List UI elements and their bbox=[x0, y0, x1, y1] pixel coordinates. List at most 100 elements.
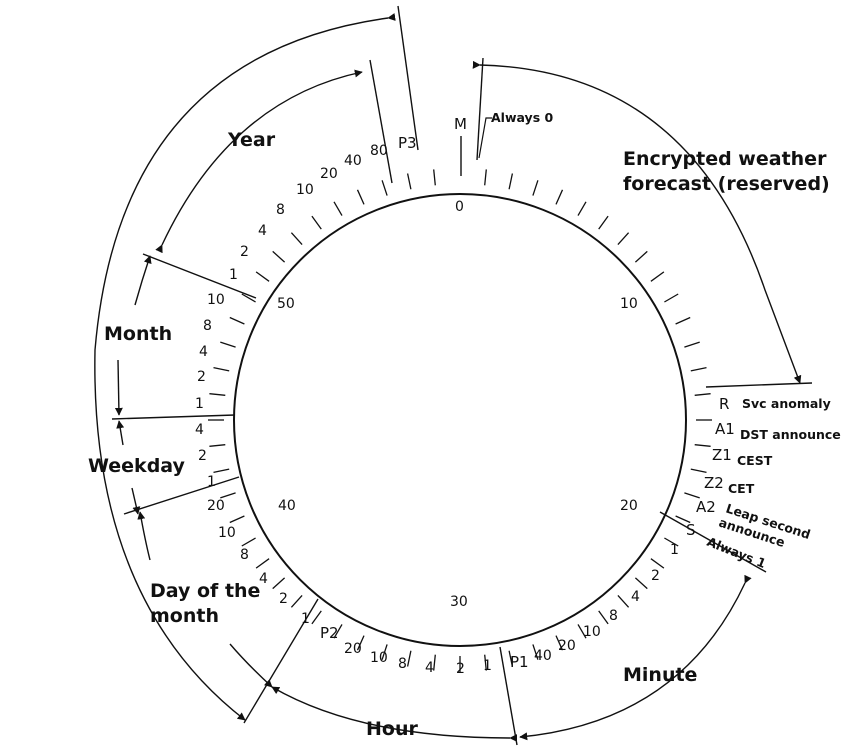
desc-always0: Always 0 bbox=[491, 110, 553, 125]
boundary-line-weather bbox=[476, 57, 484, 161]
tick-mark bbox=[333, 201, 343, 216]
signal-a2: A2 bbox=[696, 498, 716, 516]
tick-mark bbox=[433, 169, 436, 186]
minute-weight-20: 20 bbox=[558, 638, 576, 654]
boundary-line-minute bbox=[659, 511, 767, 573]
dial-number-20: 20 bbox=[620, 498, 638, 514]
tick-mark bbox=[577, 201, 587, 216]
day-weight-8: 8 bbox=[240, 547, 249, 563]
year-weight-2: 2 bbox=[240, 244, 249, 260]
tick-mark bbox=[675, 515, 691, 524]
day-weight-4: 4 bbox=[259, 571, 268, 587]
month-weight-8: 8 bbox=[203, 318, 212, 334]
tick-mark bbox=[272, 577, 286, 590]
month-weight-1: 1 bbox=[195, 396, 204, 412]
tick-mark bbox=[684, 341, 700, 348]
signal-m: M bbox=[454, 115, 467, 133]
hour-weight-8: 8 bbox=[398, 656, 407, 672]
tick-mark bbox=[690, 366, 707, 372]
signal-z2: Z2 bbox=[704, 474, 724, 492]
tick-mark bbox=[406, 173, 412, 190]
tick-mark bbox=[555, 189, 564, 205]
tick-mark bbox=[617, 594, 630, 608]
boundary-line-weekday bbox=[123, 476, 240, 515]
dial-circle bbox=[233, 193, 687, 647]
signal-s: S bbox=[686, 521, 696, 539]
tick-mark bbox=[508, 173, 514, 190]
tick-mark bbox=[290, 232, 303, 246]
tick-mark bbox=[229, 515, 245, 524]
tick-mark bbox=[664, 293, 679, 303]
hour-weight-2: 2 bbox=[456, 661, 465, 677]
tick-mark bbox=[213, 366, 230, 372]
section-weekday: Weekday bbox=[88, 455, 186, 477]
tick-mark bbox=[381, 180, 388, 196]
section-weather-line2: forecast (reserved) bbox=[623, 173, 830, 195]
section-day-line1: Day of the bbox=[150, 580, 260, 602]
dial-number-30: 30 bbox=[450, 594, 468, 610]
tick-mark bbox=[532, 180, 539, 196]
desc-dst-announce: DST announce bbox=[740, 427, 841, 442]
minute-arc bbox=[519, 574, 752, 741]
section-hour: Hour bbox=[366, 718, 418, 740]
tick-mark bbox=[684, 492, 700, 499]
tick-mark bbox=[650, 558, 665, 569]
month-arc-lower bbox=[114, 359, 123, 416]
dial-number-10: 10 bbox=[620, 296, 638, 312]
month-weight-4: 4 bbox=[199, 344, 208, 360]
minute-weight-40: 40 bbox=[534, 648, 552, 664]
section-day-line2: month bbox=[150, 605, 219, 627]
minute-weight-8: 8 bbox=[609, 608, 618, 624]
tick-mark bbox=[220, 341, 236, 348]
boundary-line-signals bbox=[705, 382, 813, 388]
year-weight-40: 40 bbox=[344, 153, 362, 169]
tick-mark bbox=[213, 468, 230, 474]
month-weight-10: 10 bbox=[207, 292, 225, 308]
tick-mark bbox=[290, 594, 303, 608]
day-weight-10: 10 bbox=[218, 525, 236, 541]
tick-mark bbox=[255, 558, 270, 569]
dial-number-40: 40 bbox=[278, 498, 296, 514]
tick-mark bbox=[634, 250, 648, 263]
tick-mark bbox=[664, 537, 679, 547]
month-arc-upper bbox=[134, 255, 152, 306]
boundary-line-month bbox=[111, 414, 236, 420]
signal-z1: Z1 bbox=[712, 446, 732, 464]
tick-mark bbox=[694, 393, 711, 396]
weekday-weight-2: 2 bbox=[198, 448, 207, 464]
dial-number-50: 50 bbox=[277, 296, 295, 312]
tick-mark bbox=[209, 444, 226, 447]
outer-arc bbox=[94, 13, 396, 721]
day-weight-2: 2 bbox=[279, 591, 288, 607]
tick-mark bbox=[311, 215, 322, 230]
signal-p3: P3 bbox=[398, 134, 417, 152]
month-weight-2: 2 bbox=[197, 369, 206, 385]
section-minute: Minute bbox=[623, 664, 697, 686]
tick-mark bbox=[675, 316, 691, 325]
tick-mark bbox=[406, 650, 412, 667]
weekday-arc bbox=[116, 420, 125, 446]
year-weight-8: 8 bbox=[276, 202, 285, 218]
tick-mark bbox=[220, 492, 236, 499]
tick-mark bbox=[484, 169, 487, 186]
desc-cest: CEST bbox=[737, 453, 773, 468]
section-weather-line1: Encrypted weather bbox=[623, 148, 827, 170]
section-arcs bbox=[94, 13, 802, 743]
tick-mark bbox=[272, 250, 286, 263]
tick-mark bbox=[634, 577, 648, 590]
minute-weight-10: 10 bbox=[583, 624, 601, 640]
tick-mark bbox=[484, 654, 487, 671]
year-weight-4: 4 bbox=[258, 223, 267, 239]
hour-weight-10: 10 bbox=[370, 650, 388, 666]
year-weight-10: 10 bbox=[296, 182, 314, 198]
signal-p2: P2 bbox=[320, 624, 339, 642]
always0-leader bbox=[478, 117, 492, 159]
day-weight-1: 1 bbox=[301, 611, 310, 627]
boundary-line-year-top bbox=[369, 59, 393, 184]
desc-cet: CET bbox=[728, 481, 755, 496]
tick-mark bbox=[617, 232, 630, 246]
tick-mark bbox=[508, 650, 514, 667]
signal-a1: A1 bbox=[715, 420, 735, 438]
tick-mark bbox=[690, 468, 707, 474]
